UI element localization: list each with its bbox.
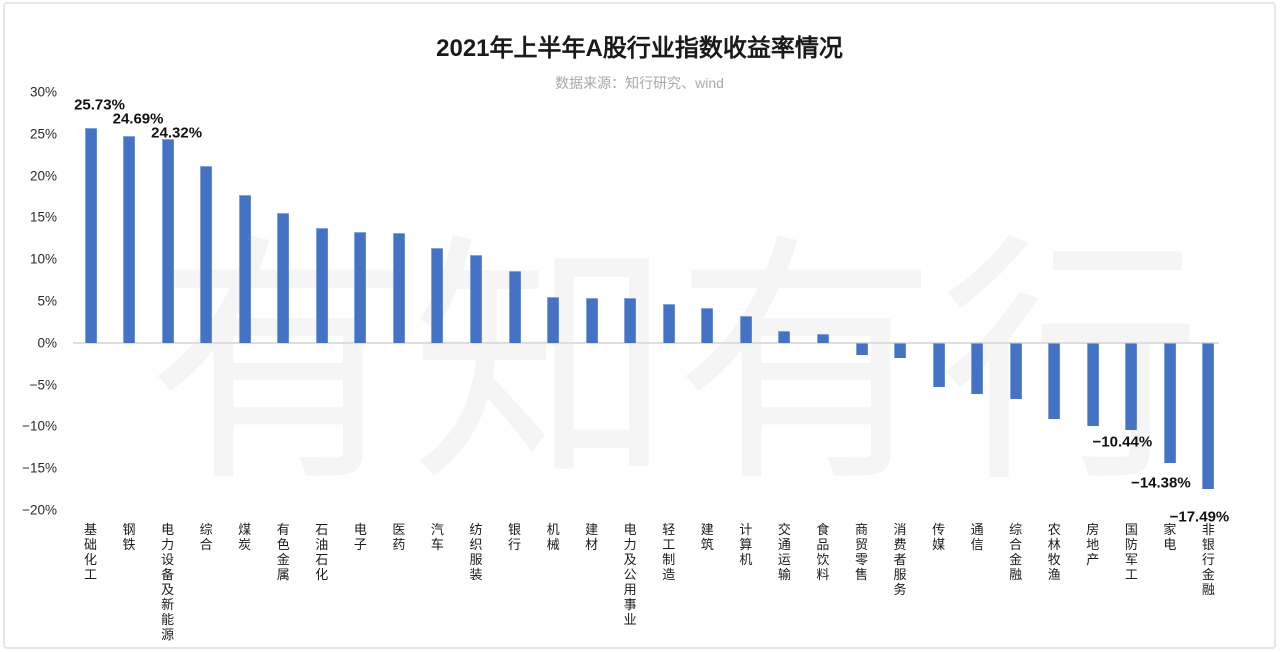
y-tick-label: 10%: [29, 251, 57, 267]
bar-交通运输: [778, 331, 791, 343]
y-tick-label: 5%: [37, 293, 57, 309]
x-category-label: 医 药: [392, 522, 406, 552]
x-category-label: 煤 炭: [238, 522, 252, 552]
bar-电子: [354, 231, 367, 343]
bar-传媒: [932, 342, 945, 388]
x-category-label: 综 合: [199, 522, 213, 552]
y-tick-label: 0%: [37, 335, 57, 351]
y-tick-label: −10%: [22, 418, 57, 434]
x-category-label: 钢 铁: [122, 522, 136, 552]
chart-title: 2021年上半年A股行业指数收益率情况: [436, 35, 843, 62]
bar-有色金属: [277, 213, 290, 343]
x-category-label: 计 算 机: [739, 522, 753, 567]
bar-商贸零售: [855, 342, 868, 356]
x-category-label: 有 色 金 属: [276, 522, 290, 582]
bar-煤炭: [238, 194, 251, 343]
chart-card: 有知有行 2021年上半年A股行业指数收益率情况 数据来源：知行研究、wind …: [3, 2, 1276, 649]
x-category-label: 基 础 化 工: [83, 522, 97, 582]
x-category-label: 国 防 军 工: [1124, 522, 1138, 582]
x-category-label: 石 油 石 化: [315, 522, 329, 582]
bar-value-label: −10.44%: [1092, 433, 1153, 451]
bar-综合金融: [1009, 342, 1022, 399]
bar-电力设备及新能源: [161, 139, 174, 343]
bar-医药: [392, 233, 405, 343]
x-category-label: 商 贸 零 售: [854, 522, 868, 582]
x-category-label: 电 力 设 备 及 新 能 源: [161, 522, 175, 642]
bar-非银行金融: [1202, 342, 1215, 489]
x-category-label: 家 电: [1163, 522, 1177, 552]
y-tick-label: −20%: [22, 502, 57, 518]
x-category-label: 建 筑: [700, 522, 714, 552]
bar-电力及公用事业: [624, 298, 637, 343]
x-category-label: 机 械: [546, 522, 560, 552]
x-category-label: 电 子: [353, 522, 367, 552]
bar-机械: [547, 296, 560, 343]
bar-钢铁: [123, 136, 136, 343]
x-category-label: 轻 工 制 造: [662, 522, 676, 582]
y-tick-label: 30%: [29, 84, 57, 100]
x-category-label: 通 信: [970, 522, 984, 552]
bar-国防军工: [1125, 342, 1138, 431]
bar-通信: [971, 342, 984, 394]
x-category-label: 食 品 饮 料: [816, 522, 830, 582]
bar-家电: [1163, 342, 1176, 463]
y-tick-label: 25%: [29, 126, 57, 142]
bar-房地产: [1086, 342, 1099, 426]
x-category-label: 非 银 行 金 融: [1201, 522, 1215, 597]
zero-line: [73, 341, 1219, 344]
bar-计算机: [739, 316, 752, 343]
bar-综合: [200, 165, 213, 343]
bar-value-label: −14.38%: [1131, 474, 1191, 492]
x-category-label: 传 媒: [932, 522, 946, 552]
y-tick-label: 15%: [29, 209, 57, 225]
x-category-label: 消 费 者 服 务: [893, 522, 907, 597]
bar-石油石化: [315, 228, 328, 343]
bar-value-label: −17.49%: [1169, 508, 1230, 526]
bar-纺织服装: [470, 255, 482, 343]
x-category-label: 汽 车: [430, 522, 444, 552]
chart-subtitle: 数据来源：知行研究、wind: [555, 75, 724, 91]
bar-轻工制造: [662, 303, 675, 343]
y-tick-label: 20%: [29, 168, 57, 184]
x-category-label: 综 合 金 融: [1009, 522, 1023, 582]
plot-area: 30% 25% 20% 15% 10% 5% 0% −5% −10% −15% −20% 25.73…: [5, 4, 1274, 647]
y-tick-label: −5%: [29, 377, 57, 393]
x-category-label: 建 材: [585, 522, 599, 552]
y-tick-label: −15%: [22, 460, 57, 476]
bar-value-label: 24.69%: [112, 110, 164, 128]
x-category-label: 交 通 运 输: [777, 522, 791, 582]
bar-value-label: 25.73%: [74, 96, 125, 114]
bar-消费者服务: [894, 342, 907, 358]
bar-建筑: [701, 307, 714, 343]
x-category-label: 农 林 牧 渔: [1047, 522, 1061, 582]
x-category-label: 电 力 及 公 用 事 业: [623, 522, 637, 627]
x-category-label: 银 行: [508, 522, 522, 552]
bar-value-label: 24.32%: [151, 124, 203, 142]
x-category-label: 纺 织 服 装: [469, 522, 483, 582]
bar-食品饮料: [816, 333, 829, 343]
bar-银行: [508, 270, 521, 343]
bar-农林牧渔: [1048, 342, 1061, 419]
x-category-label: 房 地 产: [1086, 522, 1100, 567]
bar-基础化工: [84, 127, 97, 343]
bar-汽车: [431, 248, 444, 343]
bar-建材: [585, 297, 598, 343]
